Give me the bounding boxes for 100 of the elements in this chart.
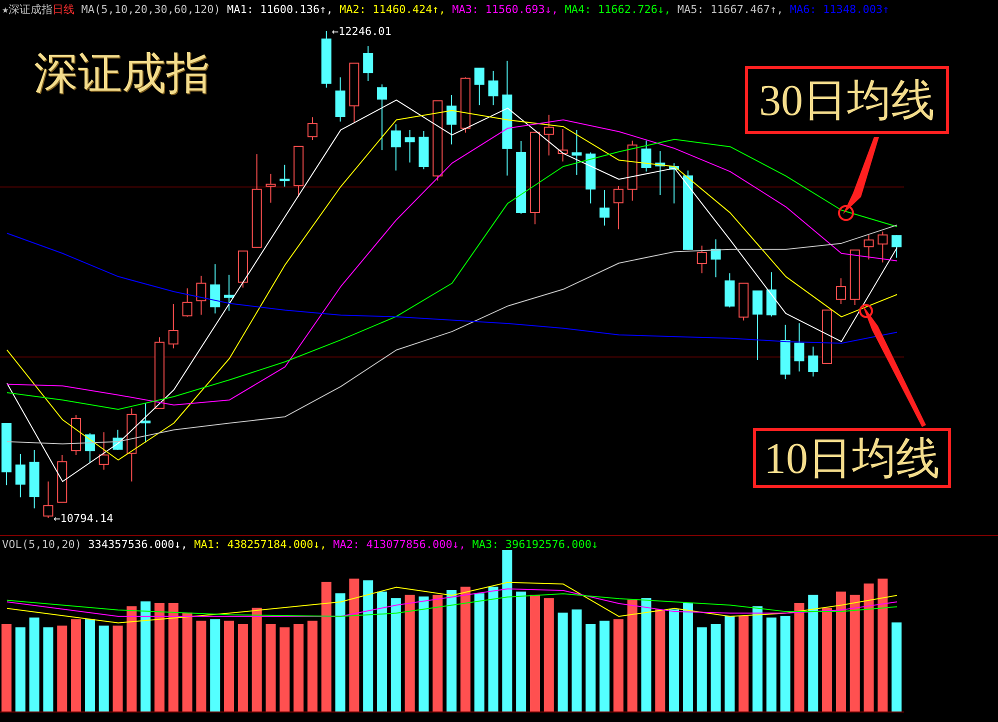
annotation: ←10794.14 — [54, 512, 114, 525]
candlestick — [390, 124, 401, 172]
bar — [460, 586, 470, 712]
candlestick — [474, 68, 484, 106]
legend-title: VOL(5,10,20) — [2, 538, 82, 551]
bar — [558, 612, 568, 712]
text: MA6: 11348.003↑ — [790, 3, 890, 16]
candlestick — [544, 114, 554, 156]
candlestick — [15, 453, 26, 498]
text: MA2: 11460.424↑, — [340, 3, 447, 16]
candlestick — [210, 264, 220, 314]
candlestick — [641, 140, 652, 172]
bar — [432, 594, 443, 712]
bar — [655, 609, 666, 712]
bar — [808, 594, 818, 712]
legend-title: MA(5,10,20,30,60,120) — [81, 3, 222, 16]
bar — [57, 626, 68, 712]
bar — [321, 582, 332, 712]
candlestick — [363, 46, 374, 82]
candlestick — [98, 432, 109, 470]
candlestick — [752, 290, 763, 361]
text: MA1: 438257184.000↓, — [194, 538, 328, 551]
candlestick — [377, 84, 388, 151]
candlestick — [808, 346, 818, 377]
bar — [294, 624, 304, 712]
bar — [850, 594, 860, 712]
bar — [613, 619, 624, 712]
bar — [2, 624, 12, 712]
bar — [84, 619, 95, 712]
bar — [892, 622, 902, 712]
candlestick — [266, 173, 276, 204]
chart-title: 深证成指 — [34, 48, 210, 100]
bar — [572, 609, 582, 712]
bar — [794, 602, 804, 712]
bar — [766, 618, 776, 712]
annotation: 30日均线 — [745, 66, 949, 134]
bar — [252, 608, 262, 712]
bar — [112, 626, 123, 712]
bar — [404, 594, 415, 712]
bar — [390, 598, 401, 712]
bar — [864, 584, 874, 712]
bar — [724, 616, 735, 712]
bar — [98, 626, 109, 712]
bar — [446, 590, 457, 712]
candlestick — [488, 70, 498, 106]
text: MA3: 11560.693↓, — [452, 3, 560, 16]
text: MA2: 413077856.000↓, — [333, 538, 467, 551]
bar — [196, 620, 206, 712]
bar — [586, 624, 596, 712]
annotation: ←12246.01 — [332, 24, 392, 38]
bar — [280, 627, 290, 712]
candlestick — [794, 322, 804, 372]
bar — [335, 593, 346, 712]
bar — [682, 602, 693, 712]
bar — [530, 594, 540, 712]
bar — [363, 580, 374, 712]
candlestick — [836, 278, 846, 305]
bar — [738, 616, 749, 712]
bar — [71, 619, 82, 712]
bar — [516, 592, 526, 712]
bar — [418, 596, 429, 712]
bar — [210, 619, 220, 712]
candlestick — [140, 402, 151, 444]
candlestick — [182, 288, 192, 318]
bar — [780, 616, 790, 712]
text: MA5: 11667.467↑, — [677, 3, 784, 16]
bar — [878, 578, 888, 712]
candlestick — [404, 129, 415, 163]
bar — [836, 592, 846, 712]
candlestick — [43, 480, 54, 518]
candlestick — [307, 116, 318, 141]
text: MA1: 11600.136↑, — [226, 3, 334, 16]
bar — [474, 593, 484, 712]
bar — [349, 578, 360, 712]
bar — [752, 606, 763, 712]
bar — [502, 550, 512, 712]
bar — [822, 608, 832, 712]
bar — [168, 602, 178, 712]
text: MA4: 11662.726↓, — [564, 3, 672, 16]
bar — [266, 624, 276, 712]
bar — [154, 602, 164, 712]
candlestick — [892, 234, 902, 258]
chart-subtitle: ★深证成指 — [2, 3, 53, 16]
candlestick — [613, 185, 624, 230]
candlestick — [864, 234, 874, 260]
candlestick — [600, 189, 610, 226]
text: 日线 — [52, 3, 76, 16]
annotation: 10日均线 — [753, 428, 951, 488]
bar — [627, 600, 638, 712]
text: MA3: 396192576.000↓ — [472, 538, 600, 551]
bar — [15, 627, 26, 712]
bar — [43, 627, 54, 712]
annotation: 334357536.000↓, — [88, 538, 188, 551]
bar — [544, 598, 554, 712]
candlestick — [168, 304, 178, 349]
bar — [140, 601, 151, 712]
bar — [307, 620, 318, 712]
candlestick — [196, 275, 206, 316]
bar — [669, 609, 680, 712]
bar — [710, 624, 721, 712]
